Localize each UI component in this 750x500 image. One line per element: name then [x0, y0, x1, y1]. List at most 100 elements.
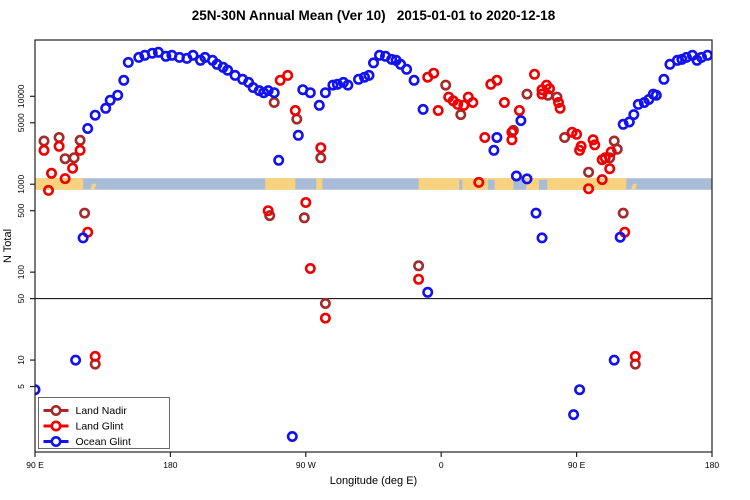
y-tick-label: 1000 [16, 175, 26, 194]
data-point [74, 144, 86, 156]
y-tick-label: 10 [16, 355, 26, 365]
data-point [282, 69, 294, 81]
data-point [268, 97, 280, 109]
data-point [491, 74, 503, 86]
data-point [515, 115, 527, 127]
data-point [319, 87, 331, 99]
data-point [104, 94, 116, 106]
data-point [614, 231, 626, 243]
map-strip-land [316, 178, 323, 190]
data-point [79, 207, 91, 219]
x-axis-title: Longitude (deg E) [330, 475, 417, 487]
data-point [608, 354, 620, 366]
data-point [671, 54, 683, 66]
data-point [291, 113, 303, 125]
data-point [187, 49, 199, 61]
data-point [658, 73, 670, 85]
data-point [536, 88, 548, 100]
map-strip-island [90, 183, 97, 190]
series-land-glint [38, 67, 641, 362]
data-point [413, 260, 425, 272]
legend-label: Land Glint [76, 421, 124, 433]
data-point [313, 99, 325, 111]
data-point [74, 134, 86, 146]
data-point [467, 97, 479, 109]
data-point [552, 97, 564, 109]
plot-border [34, 39, 713, 453]
data-point [100, 102, 112, 114]
data-point [304, 262, 316, 274]
y-tick-label: 100 [16, 265, 26, 279]
data-point [319, 297, 331, 309]
y-tick-label: 500 [16, 203, 26, 217]
world-map-strip [35, 178, 712, 190]
data-point [67, 162, 79, 174]
data-point [458, 99, 470, 111]
data-point [628, 109, 640, 121]
y-tick-label: 5 [16, 384, 26, 389]
data-point [42, 184, 54, 196]
data-point [300, 197, 312, 209]
series-land-nadir [38, 79, 641, 370]
x-tick-label: 180 [163, 460, 177, 470]
data-point [315, 142, 327, 154]
chart-title: 25N-30N Annual Mean (Ver 10) 2015-01-01 … [191, 8, 556, 23]
data-point [319, 312, 331, 324]
data-point [617, 118, 629, 130]
data-point [133, 51, 145, 63]
data-point [262, 85, 274, 97]
map-strip-ocean-notch [487, 179, 495, 190]
data-point [417, 103, 429, 115]
data-point [702, 49, 712, 61]
data-point [413, 273, 425, 285]
data-point [89, 109, 101, 121]
y-axis-title: N Total [2, 229, 14, 263]
data-point [583, 183, 595, 195]
data-point [559, 132, 571, 144]
data-point [632, 98, 644, 110]
data-point [574, 384, 586, 396]
data-point [528, 68, 540, 80]
legend-box [38, 397, 170, 449]
data-point [331, 78, 343, 90]
data-point [428, 67, 440, 79]
map-strip-ocean-notch [538, 179, 548, 190]
data-points [35, 46, 712, 442]
data-point [315, 152, 327, 164]
y-tick-label: 10000 [16, 84, 26, 108]
data-point [551, 91, 563, 103]
data-point [363, 69, 375, 81]
data-point [45, 167, 57, 179]
map-strip-ocean-notch [513, 179, 527, 190]
data-point [122, 56, 134, 68]
data-point [264, 210, 276, 222]
data-point [146, 47, 158, 59]
legend-item-ocean-glint: Ocean Glint [43, 435, 131, 448]
data-point [530, 207, 542, 219]
map-strip-ocean [35, 178, 712, 190]
data-point [292, 129, 304, 141]
data-point [304, 87, 316, 99]
data-point [89, 350, 101, 362]
data-point [605, 146, 617, 158]
data-point [583, 166, 595, 178]
data-point [571, 128, 583, 140]
legend-item-land-nadir: Land Nadir [43, 404, 127, 417]
data-point [488, 144, 500, 156]
data-point [408, 74, 420, 86]
data-point [53, 140, 65, 152]
legend-marker-icon [50, 420, 62, 432]
x-tick-label: 90 E [26, 460, 44, 470]
data-point [510, 170, 522, 182]
data-point [38, 135, 50, 147]
x-axis: 90 E 180 90 W 0 90 E 180 Longitude (deg E) [26, 452, 719, 487]
data-point [77, 232, 89, 244]
data-point [262, 205, 274, 217]
x-tick-label: 90 E [568, 460, 586, 470]
data-point [289, 105, 301, 117]
data-point [536, 232, 548, 244]
data-point [554, 102, 566, 114]
data-point [440, 79, 452, 91]
